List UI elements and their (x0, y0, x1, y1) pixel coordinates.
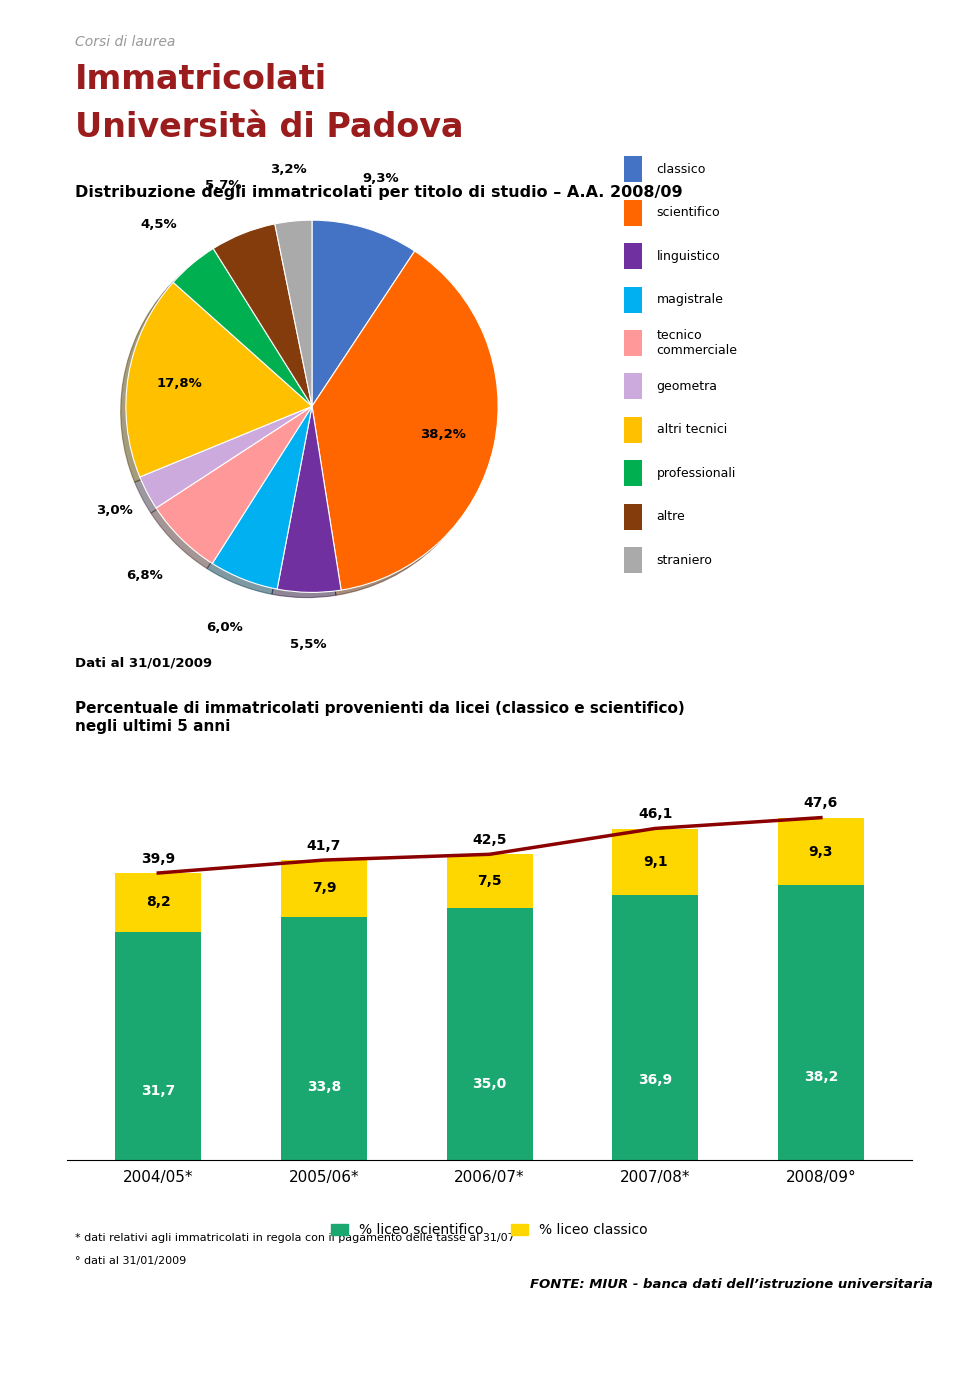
FancyBboxPatch shape (624, 504, 642, 529)
Wedge shape (312, 251, 498, 590)
Text: 5,7%: 5,7% (205, 179, 242, 192)
Text: 36,9: 36,9 (638, 1074, 672, 1088)
Text: magistrale: magistrale (657, 293, 724, 306)
Bar (446, 854, 533, 908)
Text: 9,3%: 9,3% (362, 172, 399, 185)
Text: 7,5: 7,5 (477, 874, 502, 888)
Text: classico: classico (657, 163, 706, 175)
Wedge shape (212, 407, 312, 589)
Text: scientifico: scientifico (657, 206, 720, 219)
Text: linguistico: linguistico (657, 250, 720, 263)
Bar (778, 818, 864, 885)
Bar (115, 874, 202, 932)
Bar (115, 932, 202, 1160)
Bar (281, 917, 367, 1160)
Text: 6,0%: 6,0% (206, 621, 243, 635)
FancyBboxPatch shape (624, 286, 642, 313)
Bar (446, 908, 533, 1160)
Text: 46,1: 46,1 (638, 807, 672, 821)
Text: 7,9: 7,9 (312, 882, 336, 896)
FancyBboxPatch shape (624, 243, 642, 269)
Text: 3,0%: 3,0% (96, 504, 132, 517)
Text: Corsi di laurea: Corsi di laurea (75, 35, 176, 49)
Text: 38,2: 38,2 (804, 1071, 838, 1085)
FancyBboxPatch shape (624, 547, 642, 574)
Text: 35,0: 35,0 (472, 1078, 507, 1092)
Text: Università di Padova: Università di Padova (75, 111, 464, 144)
Text: straniero: straniero (657, 554, 712, 567)
FancyBboxPatch shape (624, 156, 642, 182)
Text: FONTE: MIUR - banca dati dell’istruzione universitaria: FONTE: MIUR - banca dati dell’istruzione… (530, 1278, 932, 1290)
Wedge shape (126, 282, 312, 476)
Text: 12: 12 (11, 139, 37, 158)
Wedge shape (213, 224, 312, 407)
FancyBboxPatch shape (624, 200, 642, 225)
Wedge shape (312, 221, 415, 407)
Text: geometra: geometra (657, 381, 718, 393)
Text: professionali: professionali (657, 467, 736, 479)
Text: 41,7: 41,7 (307, 839, 341, 853)
Text: 42,5: 42,5 (472, 833, 507, 847)
Bar (778, 885, 864, 1160)
Text: 31,7: 31,7 (141, 1085, 176, 1099)
Text: 33,8: 33,8 (307, 1079, 341, 1095)
Text: Immatricolati: Immatricolati (75, 63, 327, 96)
Text: Percentuale di immatricolati provenienti da licei (classico e scientifico)
negli: Percentuale di immatricolati provenienti… (75, 701, 685, 733)
Text: Dati al 31/01/2009: Dati al 31/01/2009 (75, 657, 212, 669)
FancyBboxPatch shape (624, 374, 642, 400)
Text: * dati relativi agli immatricolati in regola con il pagamento delle tasse al 31/: * dati relativi agli immatricolati in re… (75, 1233, 516, 1243)
Text: 8,2: 8,2 (146, 896, 171, 910)
Text: 9,3: 9,3 (808, 845, 833, 858)
Text: Distribuzione degli immatricolati per titolo di studio – A.A. 2008/09: Distribuzione degli immatricolati per ti… (75, 185, 683, 200)
Text: 17,8%: 17,8% (157, 378, 203, 390)
Text: 5,5%: 5,5% (290, 638, 326, 651)
Bar (612, 829, 698, 895)
Wedge shape (156, 407, 312, 564)
Text: ° dati al 31/01/2009: ° dati al 31/01/2009 (75, 1256, 186, 1265)
Bar (281, 860, 367, 917)
Wedge shape (275, 221, 312, 407)
FancyBboxPatch shape (624, 331, 642, 356)
Bar (612, 895, 698, 1160)
Text: 6,8%: 6,8% (126, 569, 163, 582)
Text: 3,2%: 3,2% (270, 163, 306, 176)
Text: 38,2%: 38,2% (420, 428, 466, 442)
Wedge shape (140, 407, 312, 508)
FancyBboxPatch shape (624, 460, 642, 486)
Wedge shape (277, 407, 341, 592)
Text: altre: altre (657, 510, 685, 524)
Text: 4,5%: 4,5% (140, 218, 177, 231)
Text: altri tecnici: altri tecnici (657, 424, 727, 436)
Wedge shape (173, 249, 312, 407)
Text: tecnico
commerciale: tecnico commerciale (657, 329, 737, 357)
Legend: % liceo scientifico, % liceo classico: % liceo scientifico, % liceo classico (325, 1218, 654, 1243)
Text: 39,9: 39,9 (141, 851, 176, 865)
Text: 47,6: 47,6 (804, 796, 838, 810)
Text: 9,1: 9,1 (643, 854, 667, 870)
FancyBboxPatch shape (624, 417, 642, 443)
